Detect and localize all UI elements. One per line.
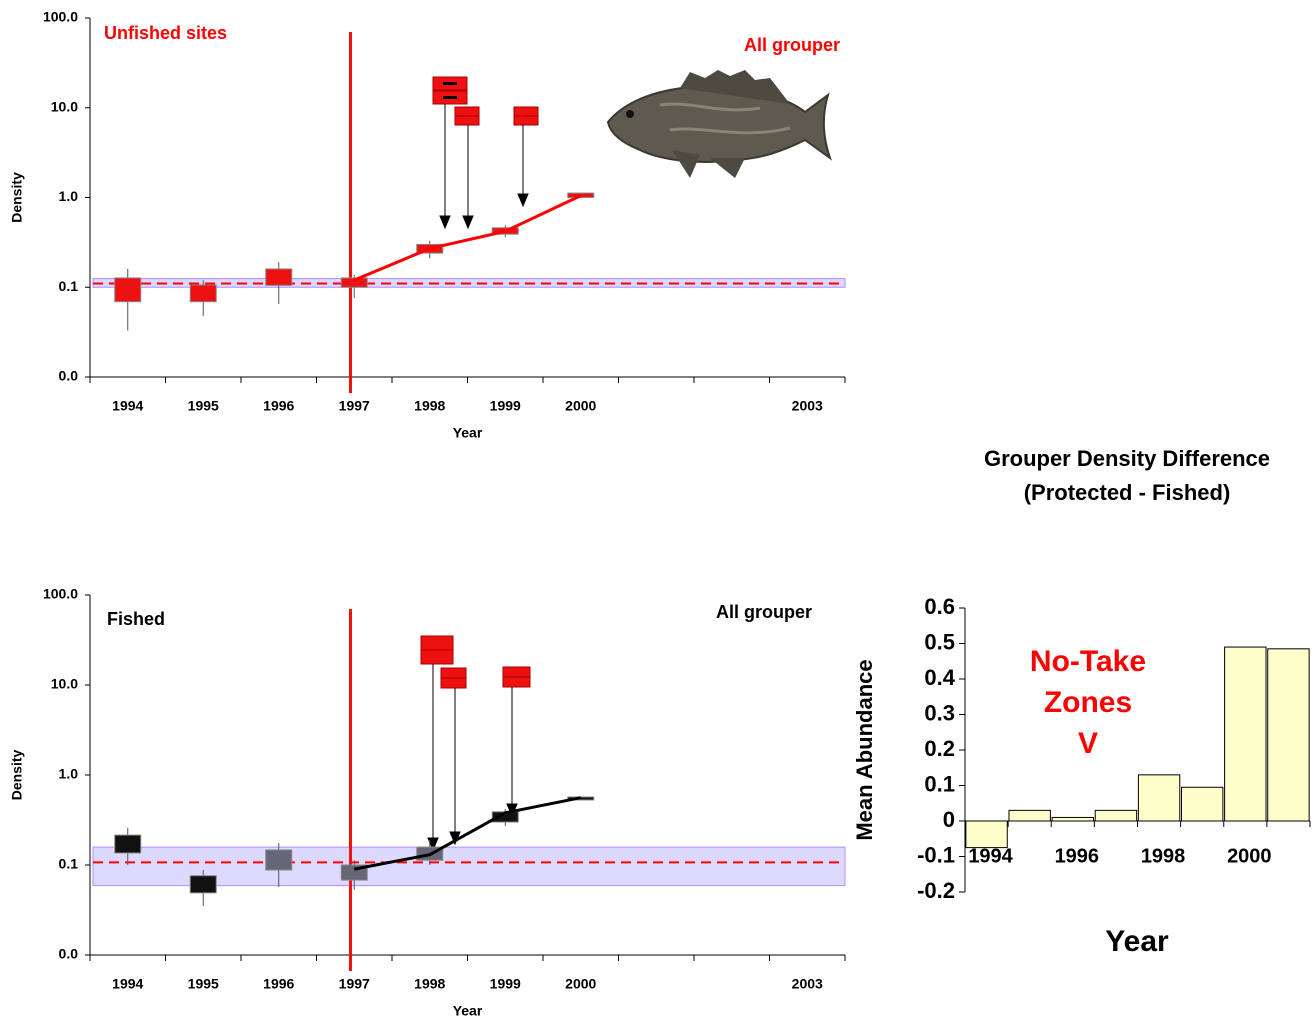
x-tick-label: 1999 [490, 398, 521, 414]
y-tick-label: 0.4 [924, 665, 955, 690]
x-tick-label: 1996 [263, 398, 294, 414]
x-tick-label: 1994 [112, 976, 143, 992]
x-tick-label: 1998 [414, 976, 445, 992]
annotation: All grouper [716, 602, 812, 622]
x-tick-label: 1999 [490, 976, 521, 992]
x-tick-label: 1996 [263, 976, 294, 992]
reference-band [92, 846, 846, 887]
x-tick-label: 2003 [792, 398, 823, 414]
bar [1267, 648, 1310, 822]
x-tick-label: 1998 [414, 398, 445, 414]
x-tick-label: 2000 [565, 398, 596, 414]
bar [1051, 816, 1095, 822]
annotation: Fished [107, 609, 165, 629]
y-tick-label: 0.0 [59, 946, 79, 962]
chart-title: Grouper Density Difference [984, 446, 1270, 471]
trend-line [353, 796, 582, 871]
y-tick-label: -0.2 [917, 878, 955, 903]
bar [1224, 646, 1267, 822]
y-tick-label: 1.0 [59, 188, 79, 204]
box [265, 849, 293, 871]
x-tick-label: 1994 [112, 398, 143, 414]
bar [1094, 809, 1138, 822]
bar [1008, 809, 1051, 822]
box [114, 834, 142, 854]
annotation: V [1078, 727, 1098, 760]
box [265, 268, 293, 286]
y-tick-label: 0.3 [924, 700, 955, 725]
annotation: Zones [1044, 686, 1132, 719]
box [567, 192, 595, 199]
annotation: All grouper [744, 35, 840, 55]
x-tick-label: 1997 [339, 976, 370, 992]
y-tick-label: 0.0 [59, 368, 79, 384]
y-tick-label: 100.0 [43, 586, 78, 602]
y-tick-label: 10.0 [51, 676, 78, 692]
y-tick-label: 0.5 [924, 629, 955, 654]
chart-subtitle: (Protected - Fished) [1024, 480, 1231, 505]
y-tick-label: 0.6 [924, 594, 955, 619]
y-tick-label: 0.1 [59, 278, 79, 294]
y-tick-label: 0.1 [59, 856, 79, 872]
y-axis-title: Density [9, 172, 25, 223]
bar [965, 820, 1008, 849]
x-axis-title: Year [453, 1003, 483, 1019]
y-tick-label: -0.1 [917, 842, 955, 867]
x-tick-label: 2003 [792, 976, 823, 992]
annotation: Unfished sites [104, 23, 227, 43]
x-tick-label: 1994 [968, 845, 1013, 867]
y-tick-label: 0.1 [924, 771, 955, 796]
y-tick-label: 10.0 [51, 98, 78, 114]
y-tick-label: 100.0 [43, 9, 78, 25]
trend-line [353, 194, 582, 282]
box [340, 277, 368, 288]
x-tick-label: 2000 [565, 976, 596, 992]
x-tick-label: 1998 [1141, 845, 1186, 867]
box [114, 277, 142, 303]
box [189, 875, 217, 894]
x-tick-label: 1995 [188, 976, 219, 992]
x-tick-label: 2000 [1227, 845, 1272, 867]
x-axis-title: Year [1105, 925, 1169, 958]
y-tick-label: 1.0 [59, 766, 79, 782]
y-tick-label: 0 [943, 807, 955, 832]
bar [1137, 774, 1181, 822]
x-tick-label: 1997 [339, 398, 370, 414]
y-axis-title: Density [9, 750, 25, 801]
x-axis-title: Year [453, 425, 483, 441]
fish-illustration [606, 70, 832, 178]
annotation: No-Take [1030, 645, 1146, 678]
regulation-markers-bottom [420, 635, 531, 852]
box [189, 284, 217, 303]
y-tick-label: 0.2 [924, 736, 955, 761]
bar [1180, 786, 1224, 822]
regulation-markers-top [432, 76, 539, 230]
x-tick-label: 1996 [1055, 845, 1100, 867]
x-tick-label: 1995 [188, 398, 219, 414]
y-axis-title: Mean Abundance [852, 659, 877, 840]
